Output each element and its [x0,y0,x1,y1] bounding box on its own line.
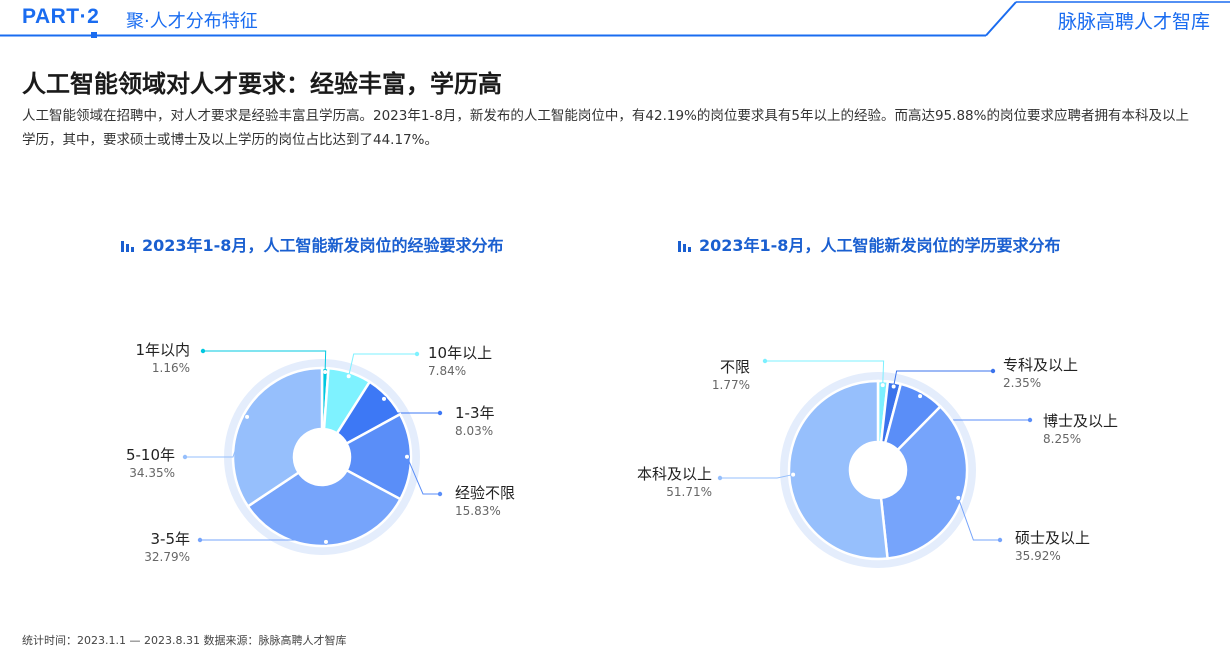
leader-end-dot [997,537,1003,543]
page-header: PART·2 聚·人才分布特征 脉脉高聘人才智库 [0,0,1230,40]
slice-label: 5-10年 [126,446,175,464]
leader-end-dot [200,348,206,354]
slice-value: 1.16% [152,361,190,375]
part-label: PART·2 [22,5,100,28]
leader-end-dot [717,475,723,481]
leader-line-专科及以上 [893,370,993,387]
slice-value: 1.77% [712,378,750,392]
leader-line-1年以内 [203,350,327,373]
slice-label: 专科及以上 [1003,356,1078,374]
pie-slice-3-5年 [246,468,403,548]
brand-label: 脉脉高聘人才智库 [1057,11,1210,33]
donut-hole [294,429,350,485]
leader-dot [790,471,797,478]
leader-end-dot [437,491,443,497]
pie-slice-本科及以上 [787,379,889,561]
section-label: 聚·人才分布特征 [126,11,258,32]
leader-end-dot [437,410,443,416]
slice-value: 15.83% [455,504,501,518]
page-description: 人工智能领域在招聘中，对人才要求是经验丰富且学历高。2023年1-8月，新发布的… [22,108,1189,148]
pie-slice-5-10年 [231,366,324,509]
slice-value: 2.35% [1003,376,1041,390]
chart-title-text: 2023年1-8月，人工智能新发岗位的学历要求分布 [699,236,1061,255]
slice-value: 51.71% [666,485,712,499]
page-title: 人工智能领域对人才要求：经验丰富，学历高 [22,70,502,98]
leader-end-dot [762,358,768,364]
leader-line-10年以上 [348,353,417,377]
leader-dot [890,383,897,390]
slice-label: 1-3年 [455,404,495,422]
chart-title-education: 2023年1-8月，人工智能新发岗位的学历要求分布 [677,232,1060,256]
slice-value: 35.92% [1015,549,1061,563]
leader-dot [955,494,962,501]
slice-label: 博士及以上 [1043,412,1118,430]
footnote: 统计时间：2023.1.1 — 2023.8.31 数据来源：脉脉高聘人才智库 [22,634,347,647]
bar-chart-icon [678,241,691,252]
leader-end-dot [990,368,996,374]
leader-end-dot [182,454,188,460]
leader-end-dot [1027,417,1033,423]
slice-label: 本科及以上 [637,465,712,483]
slice-label: 10年以上 [428,344,492,362]
leader-dot [917,393,924,400]
leader-dot [322,538,329,545]
part-marker-icon [91,32,97,38]
leader-line-本科及以上 [720,474,794,479]
slice-value: 8.25% [1043,432,1081,446]
leader-line-不限 [765,360,885,386]
pie-slice-硕士及以上 [879,404,969,560]
bar-chart-icon [121,241,134,252]
slice-value: 7.84% [428,364,466,378]
slice-label: 3-5年 [151,530,191,548]
leader-dot [879,382,886,389]
leader-dot [381,395,388,402]
chart-title-experience: 2023年1-8月，人工智能新发岗位的经验要求分布 [120,232,503,256]
slice-value: 32.79% [144,550,190,564]
leader-line-5-10年 [185,416,248,458]
header-rule [0,1,1230,38]
leader-line-经验不限 [406,456,440,495]
slice-label: 1年以内 [135,341,190,359]
leader-dot [244,413,251,420]
leader-end-dot [414,351,420,357]
slice-label: 不限 [720,358,750,376]
leader-dot [345,373,352,380]
leader-end-dot [197,537,203,543]
slice-label: 经验不限 [455,484,515,502]
leader-line-硕士及以上 [957,497,1000,541]
leader-dot [403,453,410,460]
donut-hole [850,442,906,498]
leader-line-1-3年 [383,398,440,414]
slice-value: 8.03% [455,424,493,438]
slice-label: 硕士及以上 [1015,529,1090,547]
chart-title-text: 2023年1-8月，人工智能新发岗位的经验要求分布 [142,236,504,255]
slice-value: 34.35% [129,466,175,480]
